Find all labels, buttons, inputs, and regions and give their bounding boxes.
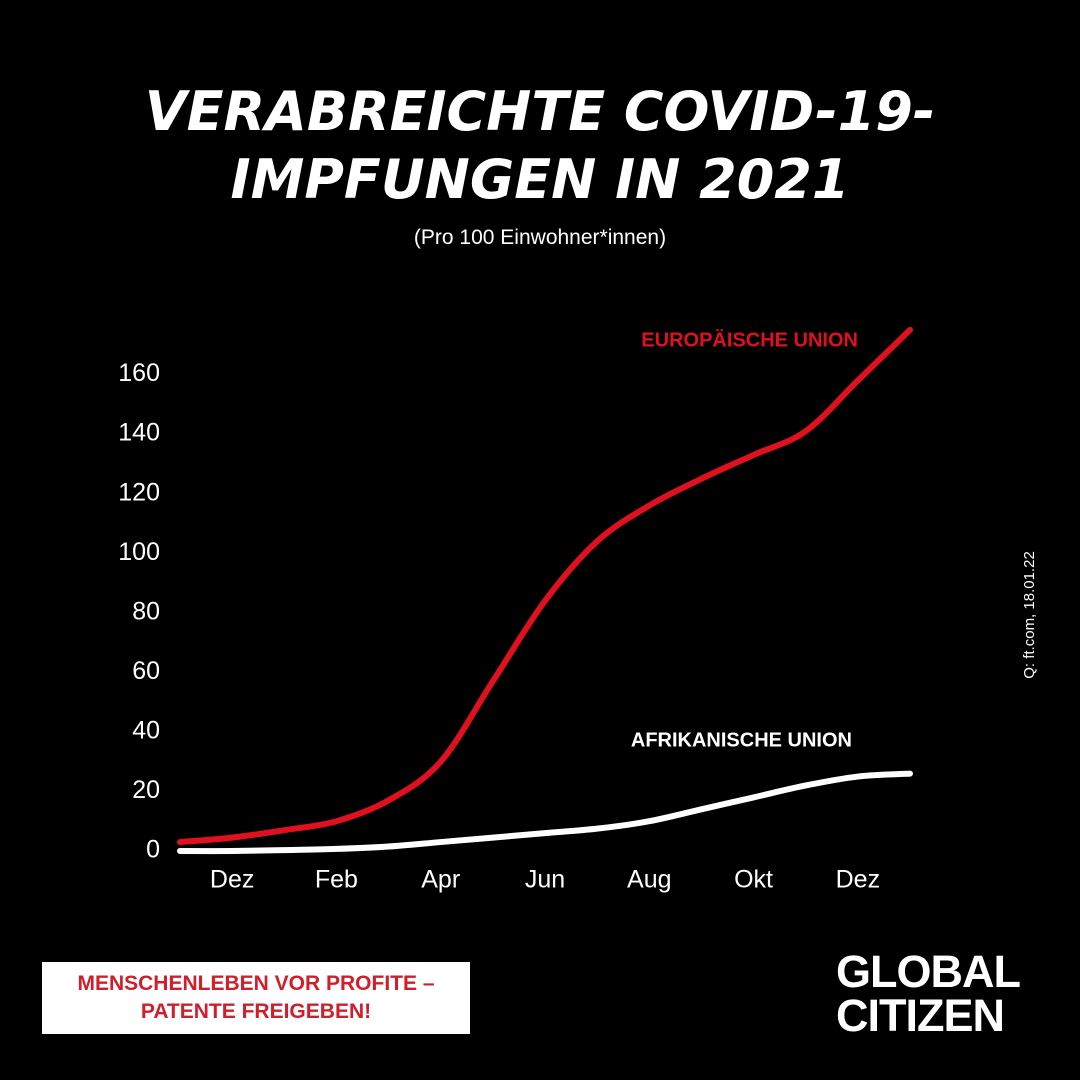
y-tick-label: 20	[132, 776, 160, 804]
y-tick-label: 0	[146, 836, 160, 864]
banner-text: MENSCHENLEBEN VOR PROFITE – PATENTE FREI…	[77, 972, 435, 1023]
series-label: EUROPÄISCHE UNION	[641, 328, 858, 351]
series-label: AFRIKANISCHE UNION	[631, 729, 852, 751]
chart-subtitle: (Pro 100 Einwohner*innen)	[413, 226, 667, 249]
logo: GLOBAL CITIZEN	[836, 946, 1020, 1041]
line	[177, 770, 913, 855]
x-tick-label: Dez	[836, 866, 880, 894]
y-tick-label: 140	[118, 419, 160, 447]
banner: MENSCHENLEBEN VOR PROFITE – PATENTE FREI…	[42, 962, 470, 1034]
y-tick-label: 100	[118, 538, 160, 566]
y-tick-label: 160	[118, 359, 160, 387]
x-tick-label: Jun	[525, 866, 565, 894]
y-tick-label: 40	[132, 716, 160, 744]
line	[177, 326, 913, 846]
x-tick-label: Dez	[210, 866, 254, 894]
x-tick-label: Apr	[421, 866, 460, 894]
chart-title: VERABREICHTE COVID-19-IMPFUNGEN IN 2021	[144, 80, 936, 211]
y-tick-label: 120	[118, 478, 160, 506]
y-tick-label: 60	[132, 657, 160, 685]
source: Q: ft.com, 18.01.22	[1021, 551, 1038, 679]
x-tick-label: Aug	[627, 866, 671, 894]
x-tick-label: Okt	[734, 866, 773, 894]
x-tick-label: Feb	[315, 866, 358, 894]
y-tick-label: 80	[132, 597, 160, 625]
